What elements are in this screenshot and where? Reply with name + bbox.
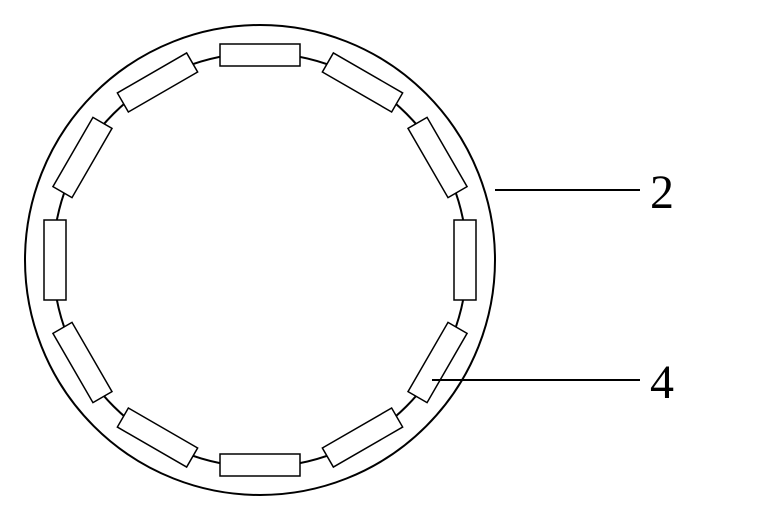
ring-slot [220,454,300,476]
callout-label-2: 2 [650,165,674,220]
ring-slot [117,408,197,467]
callout-label-4: 4 [650,355,674,410]
ring-slot [220,44,300,66]
ring-slot [408,117,467,197]
ring-slot [322,408,402,467]
outer-ring [25,25,495,495]
slots-group [44,44,476,476]
ring-slot [322,53,402,112]
ring-slot [53,322,112,402]
ring-slot [408,322,467,402]
ring-slot [53,117,112,197]
inner-ring [53,53,467,467]
ring-slot [117,53,197,112]
ring-slot [454,220,476,300]
ring-slot [44,220,66,300]
